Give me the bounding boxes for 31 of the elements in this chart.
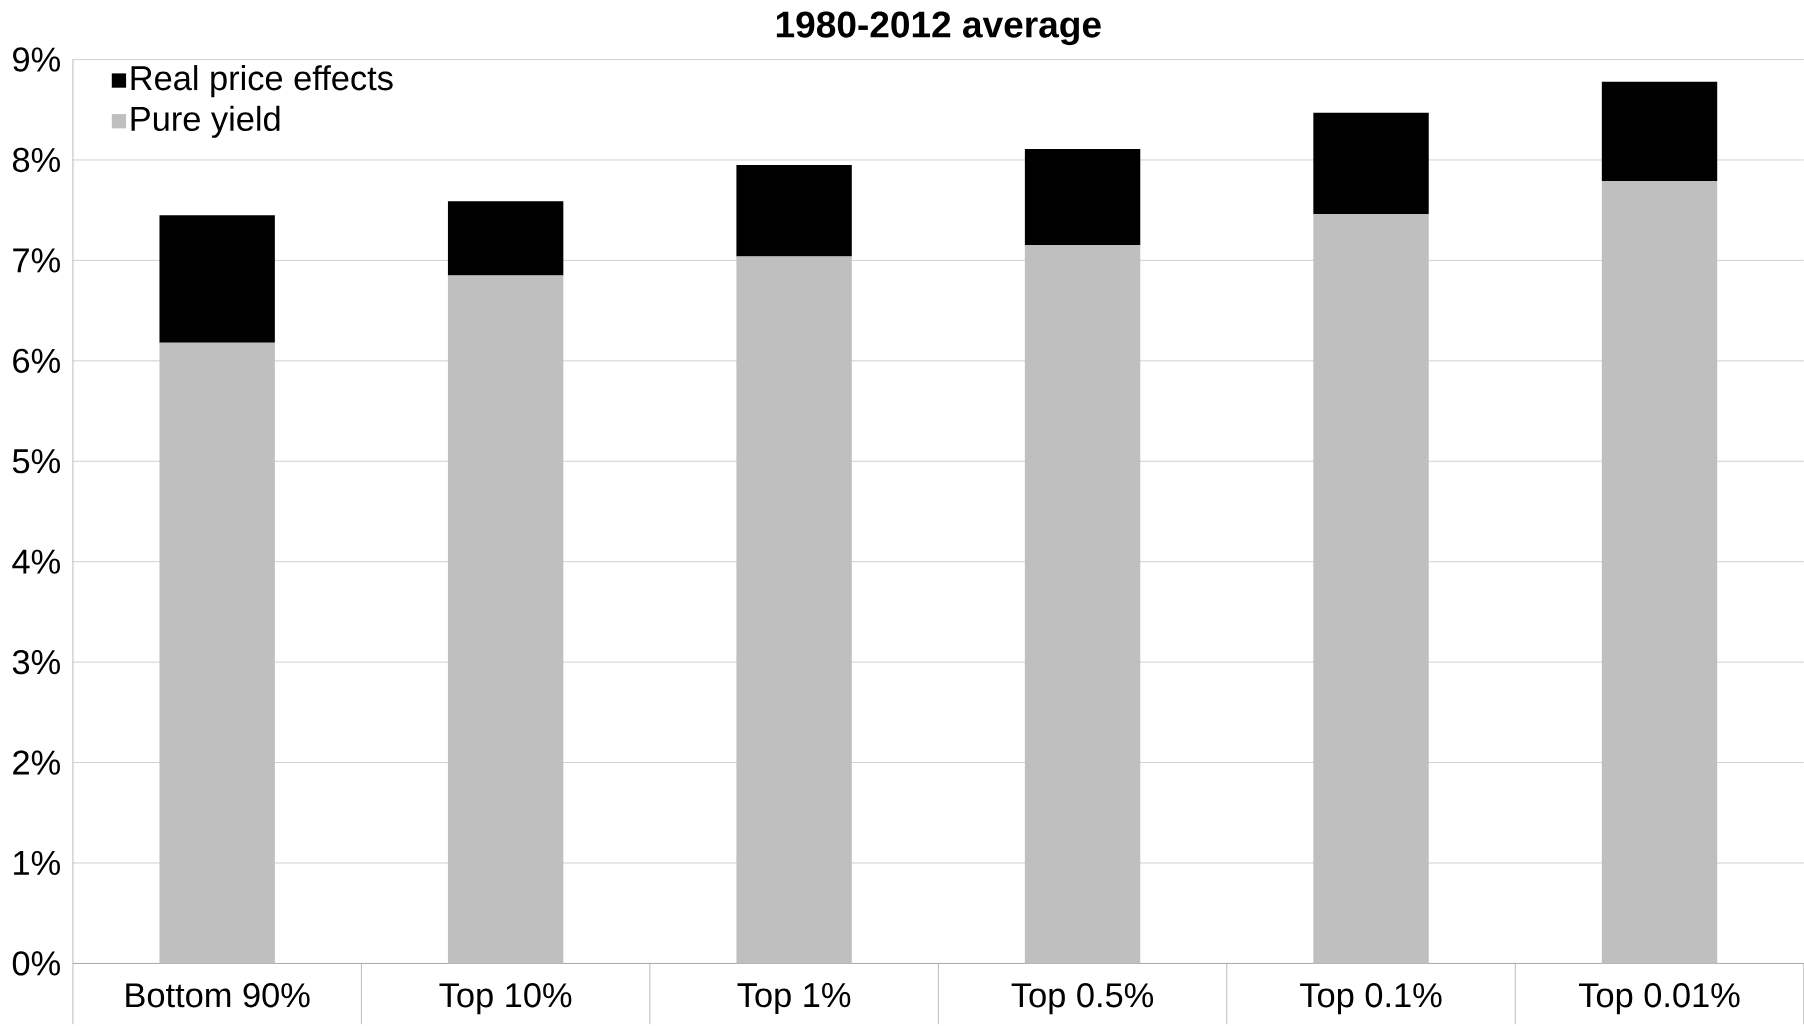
bar (736, 165, 852, 257)
bar (1313, 112, 1429, 215)
y-tick-label: 0% (12, 951, 60, 976)
bar (447, 201, 564, 276)
bar (159, 342, 275, 964)
y-tick-label: 2% (13, 750, 60, 775)
legend-label: Real price effects (131, 65, 393, 98)
x-tick-label: Top 1% (737, 983, 851, 1015)
bar (1601, 181, 1718, 964)
x-tick-label: Top 0.01% (1578, 983, 1740, 1015)
bar (1601, 81, 1718, 182)
bar (1024, 245, 1141, 964)
bar (159, 215, 275, 343)
y-tick-label: 1% (14, 851, 60, 876)
y-tick-label: 9% (13, 47, 60, 72)
bar (1024, 149, 1141, 246)
bar (736, 256, 852, 964)
legend-label: Pure yield (131, 105, 280, 139)
y-tick-label: 8% (12, 147, 60, 173)
x-tick-label: Top 10% (439, 983, 572, 1015)
chart-title: 1980-2012 average (776, 11, 1101, 46)
y-tick-label: 7% (13, 248, 60, 273)
x-tick-label: Top 0.5% (1011, 983, 1154, 1015)
y-tick-label: 5% (12, 449, 60, 474)
bar (1313, 214, 1429, 964)
y-tick-label: 3% (12, 650, 60, 675)
y-tick-label: 4% (12, 549, 60, 574)
y-tick-label: 6% (13, 348, 60, 374)
x-tick-label: Bottom 90% (126, 983, 310, 1008)
bar (447, 275, 564, 964)
x-tick-label: Top 0.1% (1300, 983, 1442, 1015)
